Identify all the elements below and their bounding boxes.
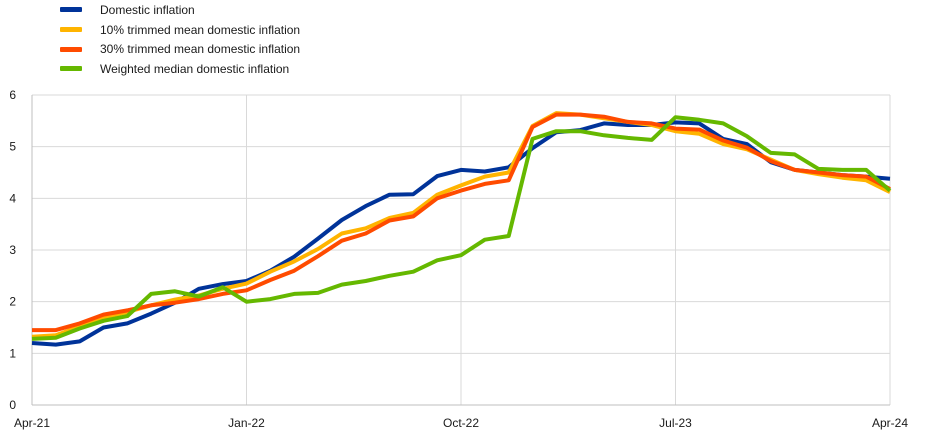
y-tick-label: 6: [9, 88, 16, 102]
legend-label: Domestic inflation: [100, 2, 195, 17]
y-tick-label: 2: [9, 295, 16, 309]
legend-item: Domestic inflation: [60, 0, 300, 20]
legend-item: Weighted median domestic inflation: [60, 59, 300, 79]
legend-item: 10% trimmed mean domestic inflation: [60, 20, 300, 40]
x-tick-label: Apr-24: [872, 416, 908, 430]
series-line: [31, 115, 892, 341]
legend-item: 30% trimmed mean domestic inflation: [60, 39, 300, 59]
legend-label: 10% trimmed mean domestic inflation: [100, 22, 301, 37]
y-tick-label: 1: [9, 346, 16, 360]
legend-label: 30% trimmed mean domestic inflation: [100, 42, 301, 57]
y-tick-label: 3: [9, 243, 16, 257]
legend-swatch: [60, 66, 82, 72]
series-line: [32, 112, 891, 333]
x-tick-label: Apr-21: [14, 416, 50, 430]
legend-swatch: [60, 27, 82, 33]
y-tick-label: 5: [9, 140, 16, 154]
x-tick-label: Jul-23: [659, 416, 692, 430]
legend-swatch: [60, 7, 82, 13]
x-tick-label: Jan-22: [228, 416, 265, 430]
y-tick-label: 0: [9, 398, 16, 412]
chart-legend: Domestic inflation 10% trimmed mean dome…: [60, 0, 300, 79]
legend-swatch: [60, 46, 82, 52]
x-tick-label: Oct-22: [443, 416, 479, 430]
legend-label: Weighted median domestic inflation: [100, 61, 290, 76]
y-tick-label: 4: [9, 191, 16, 205]
